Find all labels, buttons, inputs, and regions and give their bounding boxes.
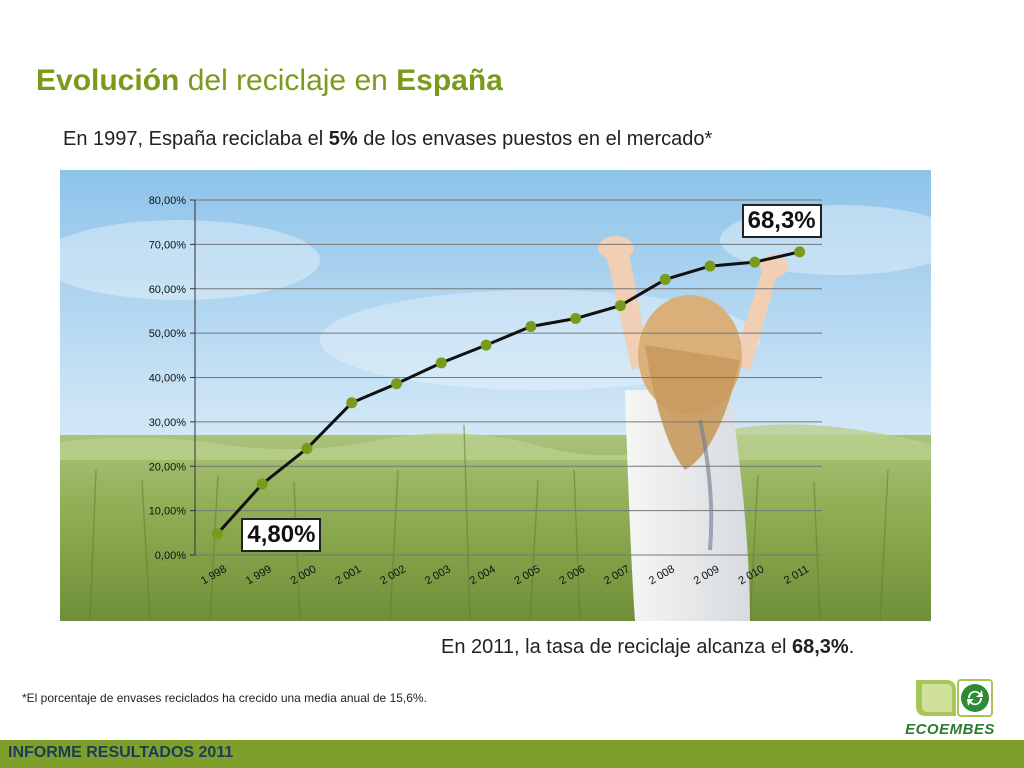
data-point bbox=[480, 339, 492, 351]
recycle-icon bbox=[916, 679, 993, 717]
title-bold-1: Evolución bbox=[36, 64, 180, 97]
callout-end-value: 68,3% bbox=[741, 203, 822, 238]
recycling-line-chart: 0,00% 10,00% 20,00% 30,00% 40,00% 50,00% 60,00… bbox=[149, 195, 822, 587]
x-tick-label: 2 002 bbox=[378, 563, 408, 587]
conclusion-text-post: . bbox=[848, 636, 855, 658]
series-line bbox=[216, 250, 800, 535]
title-middle: del reciclaje en bbox=[179, 64, 397, 97]
data-point bbox=[346, 397, 358, 409]
slide-subtitle: En 1997, España reciclaba el 5% de los e… bbox=[63, 128, 712, 151]
series-markers bbox=[211, 246, 806, 540]
y-tick-label: 80,00% bbox=[149, 195, 187, 207]
y-tick-label: 20,00% bbox=[149, 461, 187, 473]
x-axis-tick-labels: 1 998 1 999 2 000 2 001 2 002 2 003 2 004 2 005… bbox=[199, 563, 811, 587]
data-point bbox=[301, 443, 313, 454]
data-point bbox=[749, 256, 761, 268]
x-tick-label: 2 006 bbox=[557, 563, 587, 587]
data-point bbox=[256, 478, 268, 490]
x-tick-label: 2 007 bbox=[602, 563, 632, 587]
data-point bbox=[659, 273, 671, 285]
logo-wordmark: ECOEMBES bbox=[905, 721, 995, 738]
y-tick-label: 10,00% bbox=[149, 506, 187, 518]
footer-bar: INFORME RESULTADOS 2011 bbox=[0, 740, 1024, 768]
y-tick-label: 60,00% bbox=[149, 284, 187, 296]
y-tick-label: 50,00% bbox=[149, 328, 187, 340]
subtitle-text-bold: 5% bbox=[328, 128, 358, 150]
x-tick-label: 2 003 bbox=[423, 563, 453, 587]
data-point bbox=[391, 378, 403, 390]
y-axis-tick-labels: 0,00% 10,00% 20,00% 30,00% 40,00% 50,00% 60,00… bbox=[149, 195, 187, 562]
x-tick-label: 2 011 bbox=[782, 563, 811, 587]
x-tick-label: 2 001 bbox=[333, 563, 363, 587]
conclusion-text: En 2011, la tasa de reciclaje alcanza el… bbox=[441, 636, 854, 659]
data-point bbox=[794, 246, 806, 258]
data-point bbox=[614, 300, 626, 312]
subtitle-text-pre: En 1997, España reciclaba el bbox=[63, 128, 329, 150]
x-tick-label: 2 010 bbox=[736, 563, 766, 587]
y-tick-label: 30,00% bbox=[149, 417, 187, 429]
x-tick-label: 2 009 bbox=[692, 563, 722, 587]
callout-start-value: 4,80% bbox=[241, 517, 322, 552]
chart-grid bbox=[190, 199, 822, 556]
data-point bbox=[435, 357, 447, 369]
conclusion-text-pre: En 2011, la tasa de reciclaje alcanza el bbox=[441, 636, 792, 658]
chart-background-photo: 0,00% 10,00% 20,00% 30,00% 40,00% 50,00% 60,00… bbox=[60, 170, 931, 621]
title-bold-2: España bbox=[396, 64, 503, 97]
data-point bbox=[525, 320, 537, 332]
footnote: *El porcentaje de envases reciclados ha … bbox=[22, 691, 427, 705]
x-tick-label: 2 008 bbox=[647, 563, 677, 587]
data-point bbox=[211, 528, 223, 540]
x-tick-label: 1 998 bbox=[199, 563, 229, 587]
subtitle-text-post: de los envases puestos en el mercado* bbox=[357, 128, 713, 150]
ecoembes-logo: ECOEMBES bbox=[898, 676, 1002, 740]
y-tick-label: 70,00% bbox=[149, 239, 187, 251]
footer-label: INFORME RESULTADOS 2011 bbox=[8, 744, 234, 761]
y-tick-label: 0,00% bbox=[155, 550, 186, 562]
x-tick-label: 2 005 bbox=[513, 563, 543, 587]
y-tick-label: 40,00% bbox=[149, 373, 187, 385]
data-point bbox=[570, 312, 582, 324]
conclusion-text-bold: 68,3% bbox=[791, 636, 849, 658]
data-point bbox=[704, 260, 716, 272]
x-tick-label: 1 999 bbox=[244, 563, 274, 587]
x-tick-label: 2 000 bbox=[289, 563, 319, 587]
slide-title: Evolución del reciclaje en España bbox=[36, 64, 503, 98]
x-tick-label: 2 004 bbox=[468, 563, 498, 587]
